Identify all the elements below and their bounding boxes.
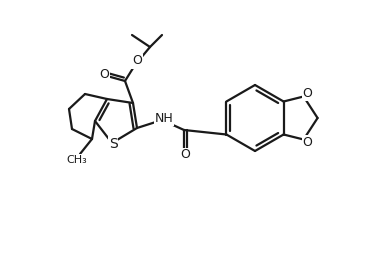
Text: O: O — [180, 149, 190, 162]
Text: S: S — [109, 137, 117, 151]
Text: O: O — [303, 87, 313, 100]
Text: O: O — [303, 136, 313, 149]
Text: O: O — [132, 55, 142, 67]
Text: CH₃: CH₃ — [67, 155, 87, 165]
Text: NH: NH — [155, 111, 173, 124]
Text: O: O — [99, 69, 109, 82]
